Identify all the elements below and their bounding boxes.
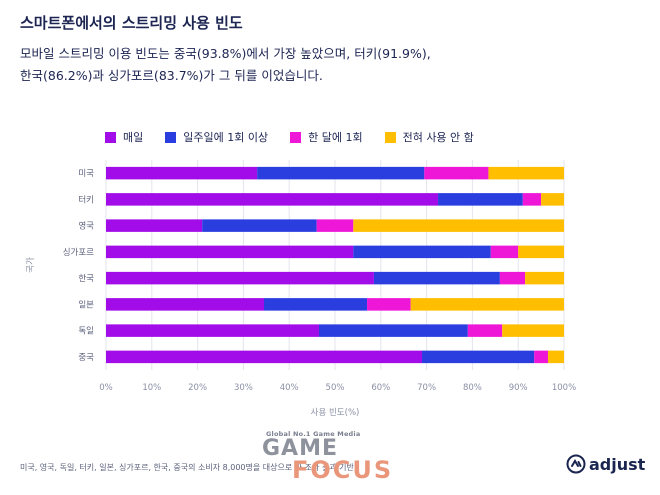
adjust-logo: adjust (566, 454, 645, 474)
bar-segment-daily (106, 350, 423, 364)
y-tick-label: 일본 (78, 300, 94, 310)
legend-item-never: 전혀 사용 안 함 (384, 129, 474, 145)
legend-item-daily: 매일 (105, 129, 143, 145)
gamefocus-watermark-logo: Global No.1 Game Media GAME FOCUS (262, 430, 412, 488)
y-tick-label: 터키 (78, 195, 94, 205)
legend-swatch-never (384, 131, 396, 143)
bar-segment-weekly (438, 193, 523, 206)
bar-segment-weekly (318, 324, 468, 337)
bar-segment-monthly (499, 271, 526, 285)
y-tick-label: 영국 (78, 221, 94, 232)
bar-segment-daily (106, 245, 354, 259)
bar-segment-never (353, 219, 564, 232)
footnote: 미국, 영국, 독일, 터키, 일본, 싱가포르, 한국, 중국의 소비자 8,… (20, 463, 354, 472)
watermark-word-focus: FOCUS (292, 456, 394, 484)
bar-segment-weekly (257, 166, 425, 180)
bar-segment-monthly (424, 166, 489, 180)
chart-title: 스마트폰에서의 스트리밍 사용 빈도 (20, 14, 243, 32)
x-tick-label: 30% (234, 383, 253, 393)
bar-segment-weekly (422, 350, 535, 364)
legend-label-monthly: 한 달에 1회 (308, 131, 363, 144)
y-tick-label: 미국 (78, 169, 94, 179)
bar-segment-weekly (264, 298, 368, 311)
bar-segment-daily (106, 324, 319, 337)
bar-segment-monthly (467, 324, 503, 337)
bar-segment-daily (106, 219, 203, 232)
bar-segment-daily (106, 193, 439, 206)
bar-segment-weekly (202, 219, 317, 232)
x-tick-label: 60% (371, 383, 390, 393)
x-tick-label: 100% (552, 383, 576, 393)
bar-segment-never (410, 298, 564, 311)
bar-segment-never (518, 245, 564, 259)
bar-segment-monthly (534, 350, 548, 364)
legend-swatch-monthly (290, 131, 302, 143)
adjust-logo-text: adjust (589, 454, 646, 474)
legend-item-weekly: 일주일에 1회 이상 (165, 129, 268, 145)
y-axis-title: 국가 (26, 257, 36, 273)
x-tick-label: 80% (463, 383, 482, 393)
chart-subtitle-line-1: 모바일 스트리밍 이용 빈도는 중국(93.8%)에서 가장 높았으며, 터키(… (20, 46, 431, 61)
bar-segment-never (525, 271, 564, 285)
y-tick-label: 싱가포르 (63, 247, 94, 258)
bar-segment-weekly (373, 271, 500, 285)
bar-segment-never (547, 350, 564, 364)
bar-segment-never (541, 193, 564, 206)
legend-item-monthly: 한 달에 1회 (290, 129, 363, 145)
legend-swatch-daily (105, 131, 116, 143)
bar-segment-weekly (353, 245, 491, 259)
x-tick-label: 10% (142, 383, 161, 393)
bar-segment-daily (106, 271, 374, 285)
bar-segment-monthly (316, 219, 354, 232)
legend-label-never: 전혀 사용 안 함 (402, 131, 474, 144)
watermark-word-game: GAME (262, 436, 339, 461)
legend-label-weekly: 일주일에 1회 이상 (183, 131, 269, 144)
x-tick-label: 50% (326, 383, 345, 393)
y-tick-label: 독일 (78, 327, 94, 337)
x-axis-title: 사용 빈도(%) (311, 408, 360, 418)
y-tick-label: 한국 (78, 274, 94, 284)
bar-segment-daily (106, 298, 265, 311)
y-tick-label: 중국 (78, 353, 94, 363)
chart-legend: 매일 일주일에 1회 이상 한 달에 1회 전혀 사용 안 함 (105, 129, 496, 145)
bar-segment-daily (106, 166, 258, 180)
bar-segment-monthly (367, 298, 411, 311)
legend-label-daily: 매일 (123, 131, 144, 144)
x-tick-label: 20% (188, 383, 207, 393)
x-tick-label: 0% (99, 383, 113, 393)
bar-segment-never (502, 324, 564, 337)
legend-swatch-weekly (165, 131, 177, 143)
bar-segment-never (488, 166, 564, 180)
x-tick-label: 70% (417, 383, 436, 393)
chart-subtitle-line-2: 한국(86.2%)과 싱가포르(83.7%)가 그 뒤를 이었습니다. (20, 68, 323, 83)
bar-segment-monthly (522, 193, 542, 206)
x-tick-label: 90% (509, 383, 528, 393)
watermark-tagline: Global No.1 Game Media (266, 430, 361, 438)
x-tick-label: 40% (280, 383, 299, 393)
bar-segment-monthly (490, 245, 519, 259)
adjust-logo-icon (566, 454, 586, 474)
